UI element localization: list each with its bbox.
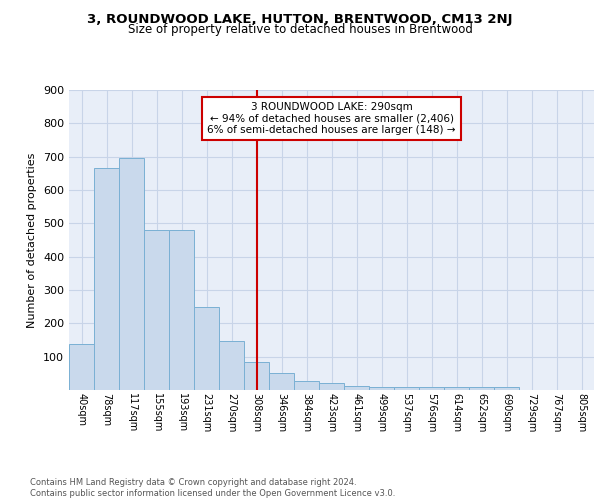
Text: 3 ROUNDWOOD LAKE: 290sqm
← 94% of detached houses are smaller (2,406)
6% of semi: 3 ROUNDWOOD LAKE: 290sqm ← 94% of detach… [207, 102, 456, 135]
Bar [394, 388, 419, 390]
Bar [144, 230, 169, 390]
Bar [294, 380, 319, 390]
Bar [344, 386, 369, 390]
Bar [369, 386, 394, 390]
Bar [119, 158, 144, 390]
Bar [419, 386, 444, 390]
Bar [319, 384, 344, 390]
Bar [469, 386, 494, 390]
Bar [194, 308, 219, 390]
Bar [269, 374, 294, 390]
Bar [494, 386, 519, 390]
Text: Contains HM Land Registry data © Crown copyright and database right 2024.
Contai: Contains HM Land Registry data © Crown c… [30, 478, 395, 498]
Y-axis label: Number of detached properties: Number of detached properties [28, 152, 37, 328]
Bar [219, 340, 244, 390]
Bar [69, 344, 94, 390]
Bar [94, 168, 119, 390]
Bar [169, 230, 194, 390]
Bar [444, 388, 469, 390]
Text: 3, ROUNDWOOD LAKE, HUTTON, BRENTWOOD, CM13 2NJ: 3, ROUNDWOOD LAKE, HUTTON, BRENTWOOD, CM… [87, 12, 513, 26]
Bar [244, 362, 269, 390]
Text: Size of property relative to detached houses in Brentwood: Size of property relative to detached ho… [128, 22, 472, 36]
